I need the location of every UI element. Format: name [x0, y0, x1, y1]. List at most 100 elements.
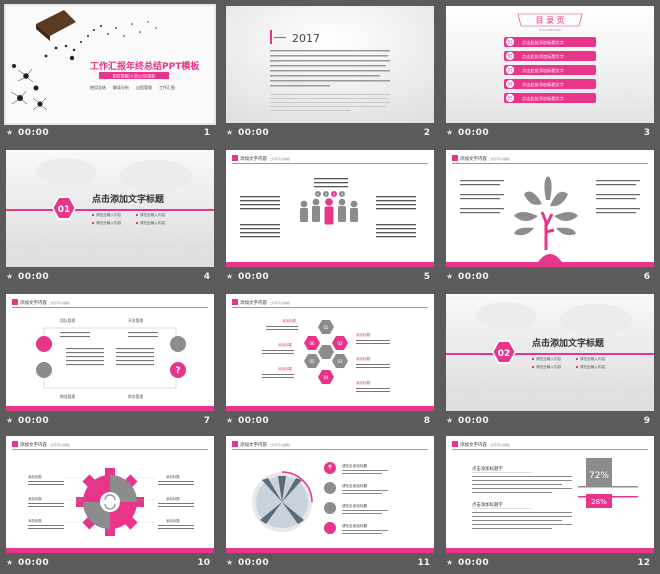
svg-text:添加标题: 添加标题	[356, 332, 370, 337]
slide-3-title: 目 录 页	[535, 16, 564, 25]
svg-text:添加文字内容: 添加文字内容	[240, 299, 267, 306]
svg-text:请在此输入内容: 请在此输入内容	[140, 212, 166, 217]
slide-thumbnail-2[interactable]: 2017 ★ 00:00 2	[226, 6, 434, 144]
star-icon[interactable]: ★	[226, 558, 234, 567]
slide-number: 12	[637, 558, 650, 568]
svg-text:添加文字内容: 添加文字内容	[460, 441, 487, 448]
slide-8-canvas[interactable]: 添加文字内容 (文字可以编辑) 01 02 03 04 05 06 添加标题 添…	[226, 294, 434, 411]
slide-11-meta: ★ 00:00 11	[226, 557, 434, 571]
slide-duration: 00:00	[458, 416, 490, 426]
slide-duration: 00:00	[238, 128, 270, 138]
svg-text:02: 02	[498, 349, 511, 359]
star-icon[interactable]: ★	[226, 128, 234, 137]
slide-2-graphic: 2017	[226, 6, 434, 123]
slide-thumbnail-11[interactable]: 添加文字内容 (文字可以编辑) 请在此添加标题 请在此添加标题 请在此添加标题	[226, 436, 434, 574]
slide-3-graphic: 目 录 页 PLUS DIRECTORY 01 点击此处添加标题文字 02 点击此处…	[446, 6, 654, 123]
star-icon[interactable]: ★	[446, 272, 454, 281]
slide-thumbnail-4[interactable]: 01 点击添加文字标题 请在此输入内容 请在此输入内容 请在此输入内容 请在此输…	[6, 150, 214, 288]
slide-duration: 00:00	[18, 558, 50, 568]
star-icon[interactable]: ★	[446, 128, 454, 137]
star-icon[interactable]: ★	[446, 416, 454, 425]
svg-text:请在此输入内容: 请在此输入内容	[536, 364, 562, 369]
slide-4-canvas[interactable]: 01 点击添加文字标题 请在此输入内容 请在此输入内容 请在此输入内容 请在此输…	[6, 150, 214, 267]
svg-text:01: 01	[58, 205, 71, 215]
slide-12-canvas[interactable]: 添加文字内容 (文字可以编辑) 点击添加标题字 点击添加标题字 72% 28%	[446, 436, 654, 553]
slide-1-canvas[interactable]: 工作汇报年终总结PPT模板 职位简报/人员公司/述职 使用总结 解读分析 过程管…	[4, 4, 216, 125]
svg-text:添加标题: 添加标题	[166, 474, 180, 479]
slide-number: 8	[423, 416, 430, 426]
svg-text:添加标题: 添加标题	[278, 366, 292, 371]
star-icon[interactable]: ★	[6, 416, 14, 425]
svg-text:3: 3	[333, 193, 335, 197]
slide-6-canvas[interactable]: 添加文字内容 (文字可以编辑)	[446, 150, 654, 267]
svg-text:添加标题: 添加标题	[28, 496, 42, 501]
slide-number: 9	[643, 416, 650, 426]
slide-1-subtitle: 职位简报/人员公司/述职	[113, 73, 156, 79]
slide-2-year: 2017	[292, 32, 320, 45]
svg-text:02: 02	[507, 54, 513, 59]
slide-thumbnail-3[interactable]: 目 录 页 PLUS DIRECTORY 01 点击此处添加标题文字 02 点击此处…	[446, 6, 654, 144]
slide-9-title: 点击添加文字标题	[532, 337, 605, 349]
slide-thumbnail-10[interactable]: 添加文字内容 (文字可以编辑) 添加标题 添加标题	[6, 436, 214, 574]
svg-text:请在此输入内容: 请在此输入内容	[96, 220, 122, 225]
svg-text:添加文字内容: 添加文字内容	[240, 441, 267, 448]
slide-duration: 00:00	[18, 272, 50, 282]
slide-number: 7	[203, 416, 210, 426]
star-icon[interactable]: ★	[6, 272, 14, 281]
svg-text:工作汇报: 工作汇报	[159, 84, 175, 90]
slide-1-title: 工作汇报年终总结PPT模板	[90, 60, 200, 72]
slide-10-canvas[interactable]: 添加文字内容 (文字可以编辑) 添加标题 添加标题	[6, 436, 214, 553]
slide-7-canvas[interactable]: 添加文字内容 (文字可以编辑) ? 团队管理 开发管理 物流管理 财务管理	[6, 294, 214, 411]
slide-thumbnail-12[interactable]: 添加文字内容 (文字可以编辑) 点击添加标题字 点击添加标题字 72% 28%	[446, 436, 654, 574]
slide-thumbnail-8[interactable]: 添加文字内容 (文字可以编辑) 01 02 03 04 05 06 添加标题 添…	[226, 294, 434, 432]
star-icon[interactable]: ★	[6, 128, 14, 137]
slide-9-canvas[interactable]: 02 点击添加文字标题 请在此输入内容 请在此输入内容 请在此输入内容 请在此输…	[446, 294, 654, 411]
svg-text:(文字可以编辑): (文字可以编辑)	[50, 442, 70, 447]
slide-5-canvas[interactable]: 添加文字内容 (文字可以编辑) 1 2 3 4	[226, 150, 434, 267]
star-icon[interactable]: ★	[6, 558, 14, 567]
slide-11-graphic: 添加文字内容 (文字可以编辑) 请在此添加标题 请在此添加标题 请在此添加标题	[226, 436, 434, 553]
pct-72: 72%	[589, 471, 609, 481]
slide-6-graphic: 添加文字内容 (文字可以编辑)	[446, 150, 654, 267]
star-icon[interactable]: ★	[226, 416, 234, 425]
slide-thumbnail-9[interactable]: 02 点击添加文字标题 请在此输入内容 请在此输入内容 请在此输入内容 请在此输…	[446, 294, 654, 432]
slide-10-meta: ★ 00:00 10	[6, 557, 214, 571]
svg-text:01: 01	[323, 325, 329, 330]
svg-text:04: 04	[323, 375, 329, 380]
slide-thumbnail-7[interactable]: 添加文字内容 (文字可以编辑) ? 团队管理 开发管理 物流管理 财务管理	[6, 294, 214, 432]
slide-thumbnail-5[interactable]: 添加文字内容 (文字可以编辑) 1 2 3 4	[226, 150, 434, 288]
slide-12-meta: ★ 00:00 12	[446, 557, 654, 571]
svg-text:02: 02	[337, 341, 343, 346]
slide-9-meta: ★ 00:00 9	[446, 415, 654, 429]
svg-text:请在此添加标题: 请在此添加标题	[342, 463, 368, 468]
svg-text:点击此处添加标题文字: 点击此处添加标题文字	[522, 67, 564, 74]
star-icon[interactable]: ★	[226, 272, 234, 281]
svg-text:05: 05	[507, 96, 513, 101]
svg-text:请在此输入内容: 请在此输入内容	[580, 356, 606, 361]
svg-text:点击此处添加标题文字: 点击此处添加标题文字	[522, 39, 564, 46]
slide-1-meta: ★ 00:00 1	[6, 127, 214, 141]
slide-number: 11	[417, 558, 430, 568]
svg-text:(文字可以编辑): (文字可以编辑)	[270, 300, 290, 305]
svg-text:点击添加标题字: 点击添加标题字	[472, 501, 503, 508]
svg-text:请在此输入内容: 请在此输入内容	[140, 220, 166, 225]
svg-text:添加标题: 添加标题	[166, 518, 180, 523]
slide-duration: 00:00	[18, 416, 50, 426]
slide-thumbnail-6[interactable]: 添加文字内容 (文字可以编辑)	[446, 150, 654, 288]
svg-text:(文字可以编辑): (文字可以编辑)	[490, 442, 510, 447]
slide-11-canvas[interactable]: 添加文字内容 (文字可以编辑) 请在此添加标题 请在此添加标题 请在此添加标题	[226, 436, 434, 553]
slide-6-meta: ★ 00:00 6	[446, 271, 654, 285]
svg-text:点击添加标题字: 点击添加标题字	[472, 465, 503, 472]
svg-text:添加文字内容: 添加文字内容	[460, 155, 487, 162]
slide-thumbnail-1[interactable]: 工作汇报年终总结PPT模板 职位简报/人员公司/述职 使用总结 解读分析 过程管…	[4, 4, 216, 144]
star-icon[interactable]: ★	[446, 558, 454, 567]
svg-text:请在此添加标题: 请在此添加标题	[342, 483, 368, 488]
svg-text:添加标题: 添加标题	[28, 474, 42, 479]
svg-text:开发管理: 开发管理	[128, 318, 143, 323]
svg-text:请在此输入内容: 请在此输入内容	[96, 212, 122, 217]
svg-text:(文字可以编辑): (文字可以编辑)	[490, 156, 510, 161]
slide-2-canvas[interactable]: 2017	[226, 6, 434, 123]
svg-text:添加标题: 添加标题	[356, 380, 370, 385]
slide-3-canvas[interactable]: 目 录 页 PLUS DIRECTORY 01 点击此处添加标题文字 02 点击此处…	[446, 6, 654, 123]
slide-duration: 00:00	[458, 558, 490, 568]
